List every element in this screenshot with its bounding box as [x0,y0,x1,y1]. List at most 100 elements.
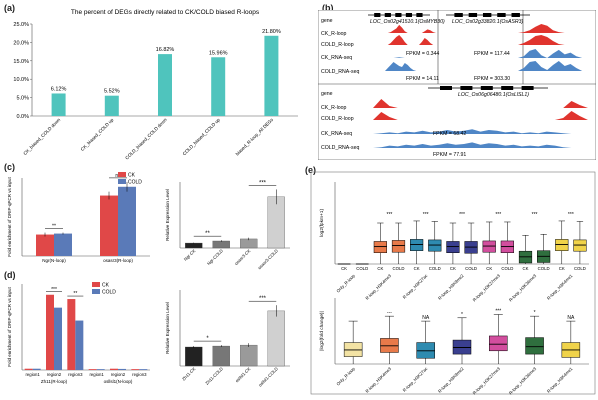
chart-e-top-group-label: Only_R-loop [335,273,356,294]
chart-d-left-sig: *** [51,287,57,293]
chart-a-category-label: CK_biased_COLD down [22,117,61,156]
chart-c-legend-label: COLD [128,180,142,186]
chart-c-right-category: osasr3-CK [234,248,252,266]
chart-a-ytick-label: 25.0% [13,22,29,28]
chart-c-right-bar [185,242,203,249]
chart-d-left-category: region2 [111,372,126,377]
chart-d-legend-label: COLD [102,290,116,296]
gene-model-asr3-exon [482,13,492,17]
chart-d-right-category: Zh11-CK [181,366,197,382]
chart-a-ytick-label: 20.0% [13,40,29,46]
chart-c-right-category: Ngr-CK [183,248,197,262]
chart-e-bottom-category: R-loop_H3K9me2 [437,366,465,394]
chart-d-left-bar [96,369,105,370]
gene-model-llsl1-exon [501,86,514,90]
chart-d-left-sig: ** [73,291,77,297]
chart-e-top-group-label: R-loop_H3K27ac [402,273,429,300]
peak-cold-rnaseq-llsl1 [373,142,588,148]
chart-c-left-category: osasr3(R-loop) [103,258,133,263]
chart-c-left-bar [36,234,54,256]
gene-label-llsl1: LOC_Os06g06480.1(OsLlSL1) [458,92,529,98]
chart-d-right-bar [212,345,230,367]
chart-e-top-group-label: R-loop_H3K9me2 [437,273,465,301]
peak-ck-rloop-myb30 [368,24,436,33]
chart-c-left-category: Ngr(N-loop) [42,258,66,263]
panel-label-c: (c) [4,162,15,172]
panel-b-bottom-track-name: COLD_RNA-seq [321,145,359,151]
gene-model-myb30-exon [416,13,423,17]
panel-label-d: (d) [4,270,16,280]
chart-c-legend-label: CK [128,173,136,179]
panel-b-track-name: COLD_R-loop [321,42,354,48]
panel-b-bottom-track-name: COLD_R-loop [321,116,354,122]
chart-e-bottom-sig: *** [495,309,501,315]
panel-b-frame [318,10,596,160]
chart-c-right-sig: *** [259,180,267,186]
peak-cold-rloop-asr3 [448,35,588,45]
chart-c-left-bar [118,186,136,256]
gene-model-llsl1-exon [480,86,493,90]
chart-c-right-bar [212,240,230,249]
chart-d-left-bar [139,369,148,370]
chart-c-right-category: osasr3-COLD [257,248,279,270]
chart-e-top-box-label: CK [450,266,456,271]
chart-e-bottom-sig: NA [567,315,575,321]
chart-a-ytick-label: 5.0% [16,96,29,102]
chart-e-top-box-label: COLD [356,266,368,271]
chart-d-right-bar [267,310,285,367]
chart-e-bottom-ylabel: |log2(fold change)| [319,311,325,351]
gene-model-asr3-exon [497,13,506,17]
chart-e-top-box-label: CK [341,266,347,271]
chart-e-bottom-category: R-loop_H3K4me1 [546,366,574,394]
chart-e-top-box [391,240,406,253]
chart-e-top-sig: *** [459,212,465,218]
chart-d-right-bar [185,346,203,367]
gene-model-myb30-exon [395,13,402,17]
peak-ck-rloop-llsl1 [373,99,588,108]
chart-d-right-category: osllsl1-CK [234,366,251,383]
chart-d-legend-swatch [92,282,100,287]
chart-e-top-box-label: COLD [465,266,477,271]
peak-ck-rnaseq-llsl1 [373,129,588,134]
chart-c-legend-swatch [118,172,126,177]
peak-ck-rnaseq-myb30 [368,57,436,58]
chart-e-top-box-label: CK [523,266,529,271]
chart-e-top-sig: *** [568,212,574,218]
chart-e-top-box [555,239,569,251]
chart-e-top-box-label: COLD [574,266,586,271]
panel-b-bottom-track-name: gene [321,91,333,97]
panel-b-bottom-track-name: CK_RNA-seq [321,131,352,137]
chart-e-top-box-label: COLD [501,266,513,271]
chart-a-value-label: 6.12% [51,86,67,92]
chart-d-right-sig: *** [259,296,267,302]
panel-e-boxplots: log2(fpkm+1) CK COLD CK COLD CK COLD CK COLD CK CO… [310,171,596,396]
chart-d-left-group-label: Zh11(R-loop) [41,379,68,384]
chart-e-bottom-category: R-loop_H3K27ac [402,366,429,393]
chart-e-top-sig: *** [495,212,501,218]
chart-e-bottom-category: Only_R-loop [335,366,356,387]
panel-label-b: (b) [322,3,334,13]
panel-e-frame [310,171,596,395]
gene-label-asr3: LOC_Os02g33820.1(OsASR3) [452,19,523,25]
chart-d-left-group-label: osllsl1(N-loop) [104,379,133,384]
fpkm-cold-myb30: FPKM = 14.11 [406,76,439,82]
chart-e-top-box-label: CK [377,266,383,271]
fpkm-ck-myb30: FPKM = 0.344 [406,51,439,57]
chart-c-right-category: Ngr-COLD [206,248,224,266]
chart-d-left-bar [46,294,54,370]
chart-e-top-box [410,239,424,251]
chart-e-top-box [428,239,442,252]
peak-cold-rloop-myb30 [368,35,436,45]
chart-e-bottom-sig: * [534,310,536,316]
chart-a-ytick-label: 0.0% [16,114,29,120]
chart-a-bar [104,95,119,116]
chart-e-top-group-label: R-loop_H3K36me3 [508,273,538,303]
panel-label-e: (e) [305,165,316,175]
chart-a-bar [158,54,172,116]
panel-a-bar-chart: The percent of DEGs directly related to … [13,9,298,160]
chart-c-right-bar [267,196,285,249]
chart-d-left-bar [32,368,41,370]
chart-e-bottom-box [489,335,508,352]
chart-e-bottom-sig: * [461,312,463,318]
gene-model-myb30-exon [374,13,381,17]
